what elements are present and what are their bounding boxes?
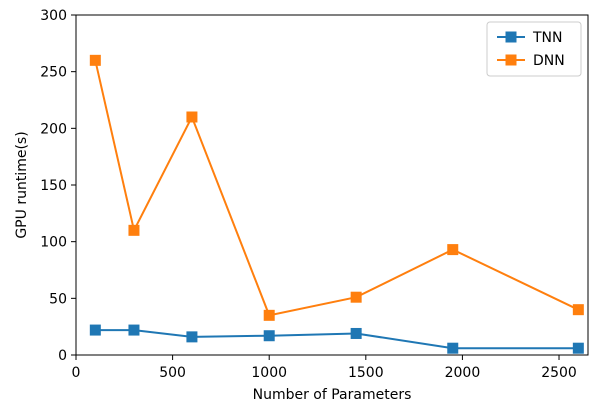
- x-tick-label: 2500: [541, 365, 577, 381]
- y-tick-label: 50: [49, 291, 67, 307]
- y-tick-label: 200: [40, 121, 67, 137]
- y-tick-label: 100: [40, 235, 67, 251]
- y-tick-label: 300: [40, 8, 67, 24]
- dnn-series-line: [94, 60, 579, 317]
- dnn-data-point: [89, 54, 101, 66]
- dnn-data-point: [447, 244, 459, 256]
- tnn-data-point: [572, 342, 584, 354]
- x-tick-label: 0: [72, 365, 81, 381]
- legend-marker-dnn: [505, 54, 517, 66]
- tnn-series-line: [95, 329, 579, 350]
- x-axis-label: Number of Parameters: [253, 387, 412, 403]
- y-tick-label: 0: [58, 348, 67, 364]
- tnn-data-point: [350, 327, 362, 339]
- legend: TNN DNN: [486, 21, 582, 77]
- dnn-data-point: [263, 309, 275, 321]
- x-tick-label: 1500: [348, 365, 384, 381]
- dnn-data-point: [350, 291, 362, 303]
- tnn-data-point: [263, 330, 275, 342]
- legend-marker-tnn: [505, 31, 517, 43]
- dnn-data-point: [128, 224, 140, 236]
- y-tick-label: 150: [40, 178, 67, 194]
- dnn-data-point: [186, 111, 198, 123]
- series-layer: [89, 54, 584, 354]
- tnn-data-point: [186, 331, 198, 343]
- legend-label-tnn: TNN: [532, 30, 563, 46]
- y-tick-label: 250: [40, 65, 67, 81]
- plot-frame: [75, 14, 589, 356]
- legend-label-dnn: DNN: [533, 53, 565, 69]
- dnn-data-point: [572, 304, 584, 316]
- tnn-data-point: [128, 324, 140, 336]
- tnn-data-point: [447, 342, 459, 354]
- y-axis-ticks: 0 50 100 150 200 250 300: [40, 8, 76, 364]
- x-tick-label: 1000: [251, 365, 287, 381]
- x-tick-label: 500: [159, 365, 186, 381]
- x-axis-ticks: 0 500 1000 1500 2000 2500: [72, 355, 577, 381]
- x-tick-label: 2000: [445, 365, 481, 381]
- tnn-data-point: [89, 324, 101, 336]
- y-axis-label: GPU runtime(s): [14, 131, 30, 238]
